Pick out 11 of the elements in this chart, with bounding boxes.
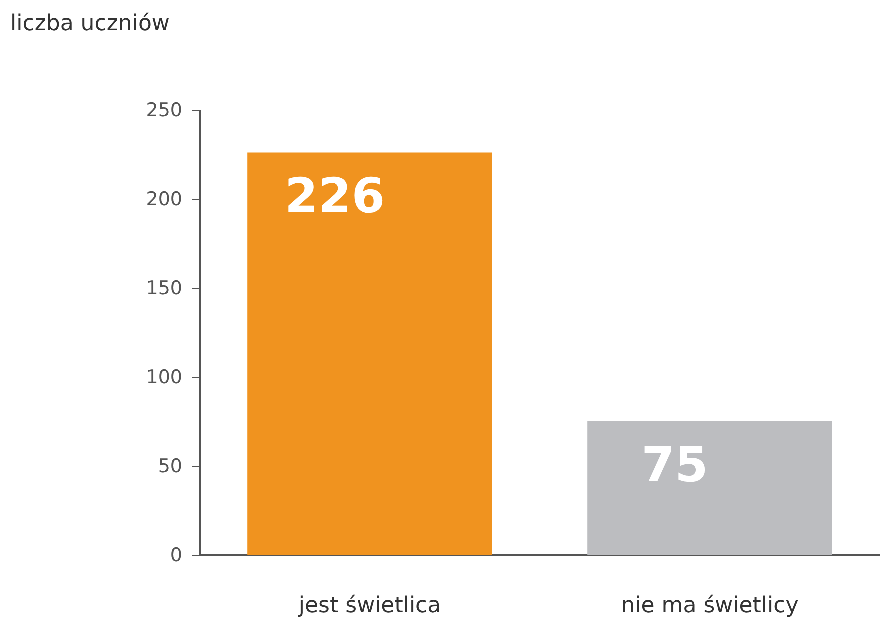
y-tick-label: 200	[146, 188, 182, 210]
y-tick-label: 0	[170, 544, 182, 566]
x-tick-label: nie ma świetlicy	[621, 594, 799, 618]
y-tick-label: 250	[146, 100, 182, 122]
y-tick-label: 150	[146, 278, 182, 300]
y-tick-label: 100	[146, 366, 182, 388]
x-tick-label: jest świetlica	[298, 594, 442, 618]
y-axis-title: liczba uczniów	[10, 12, 170, 36]
data-label: 226	[284, 168, 386, 225]
data-label: 75	[642, 438, 708, 494]
y-tick-label: 50	[158, 456, 182, 478]
